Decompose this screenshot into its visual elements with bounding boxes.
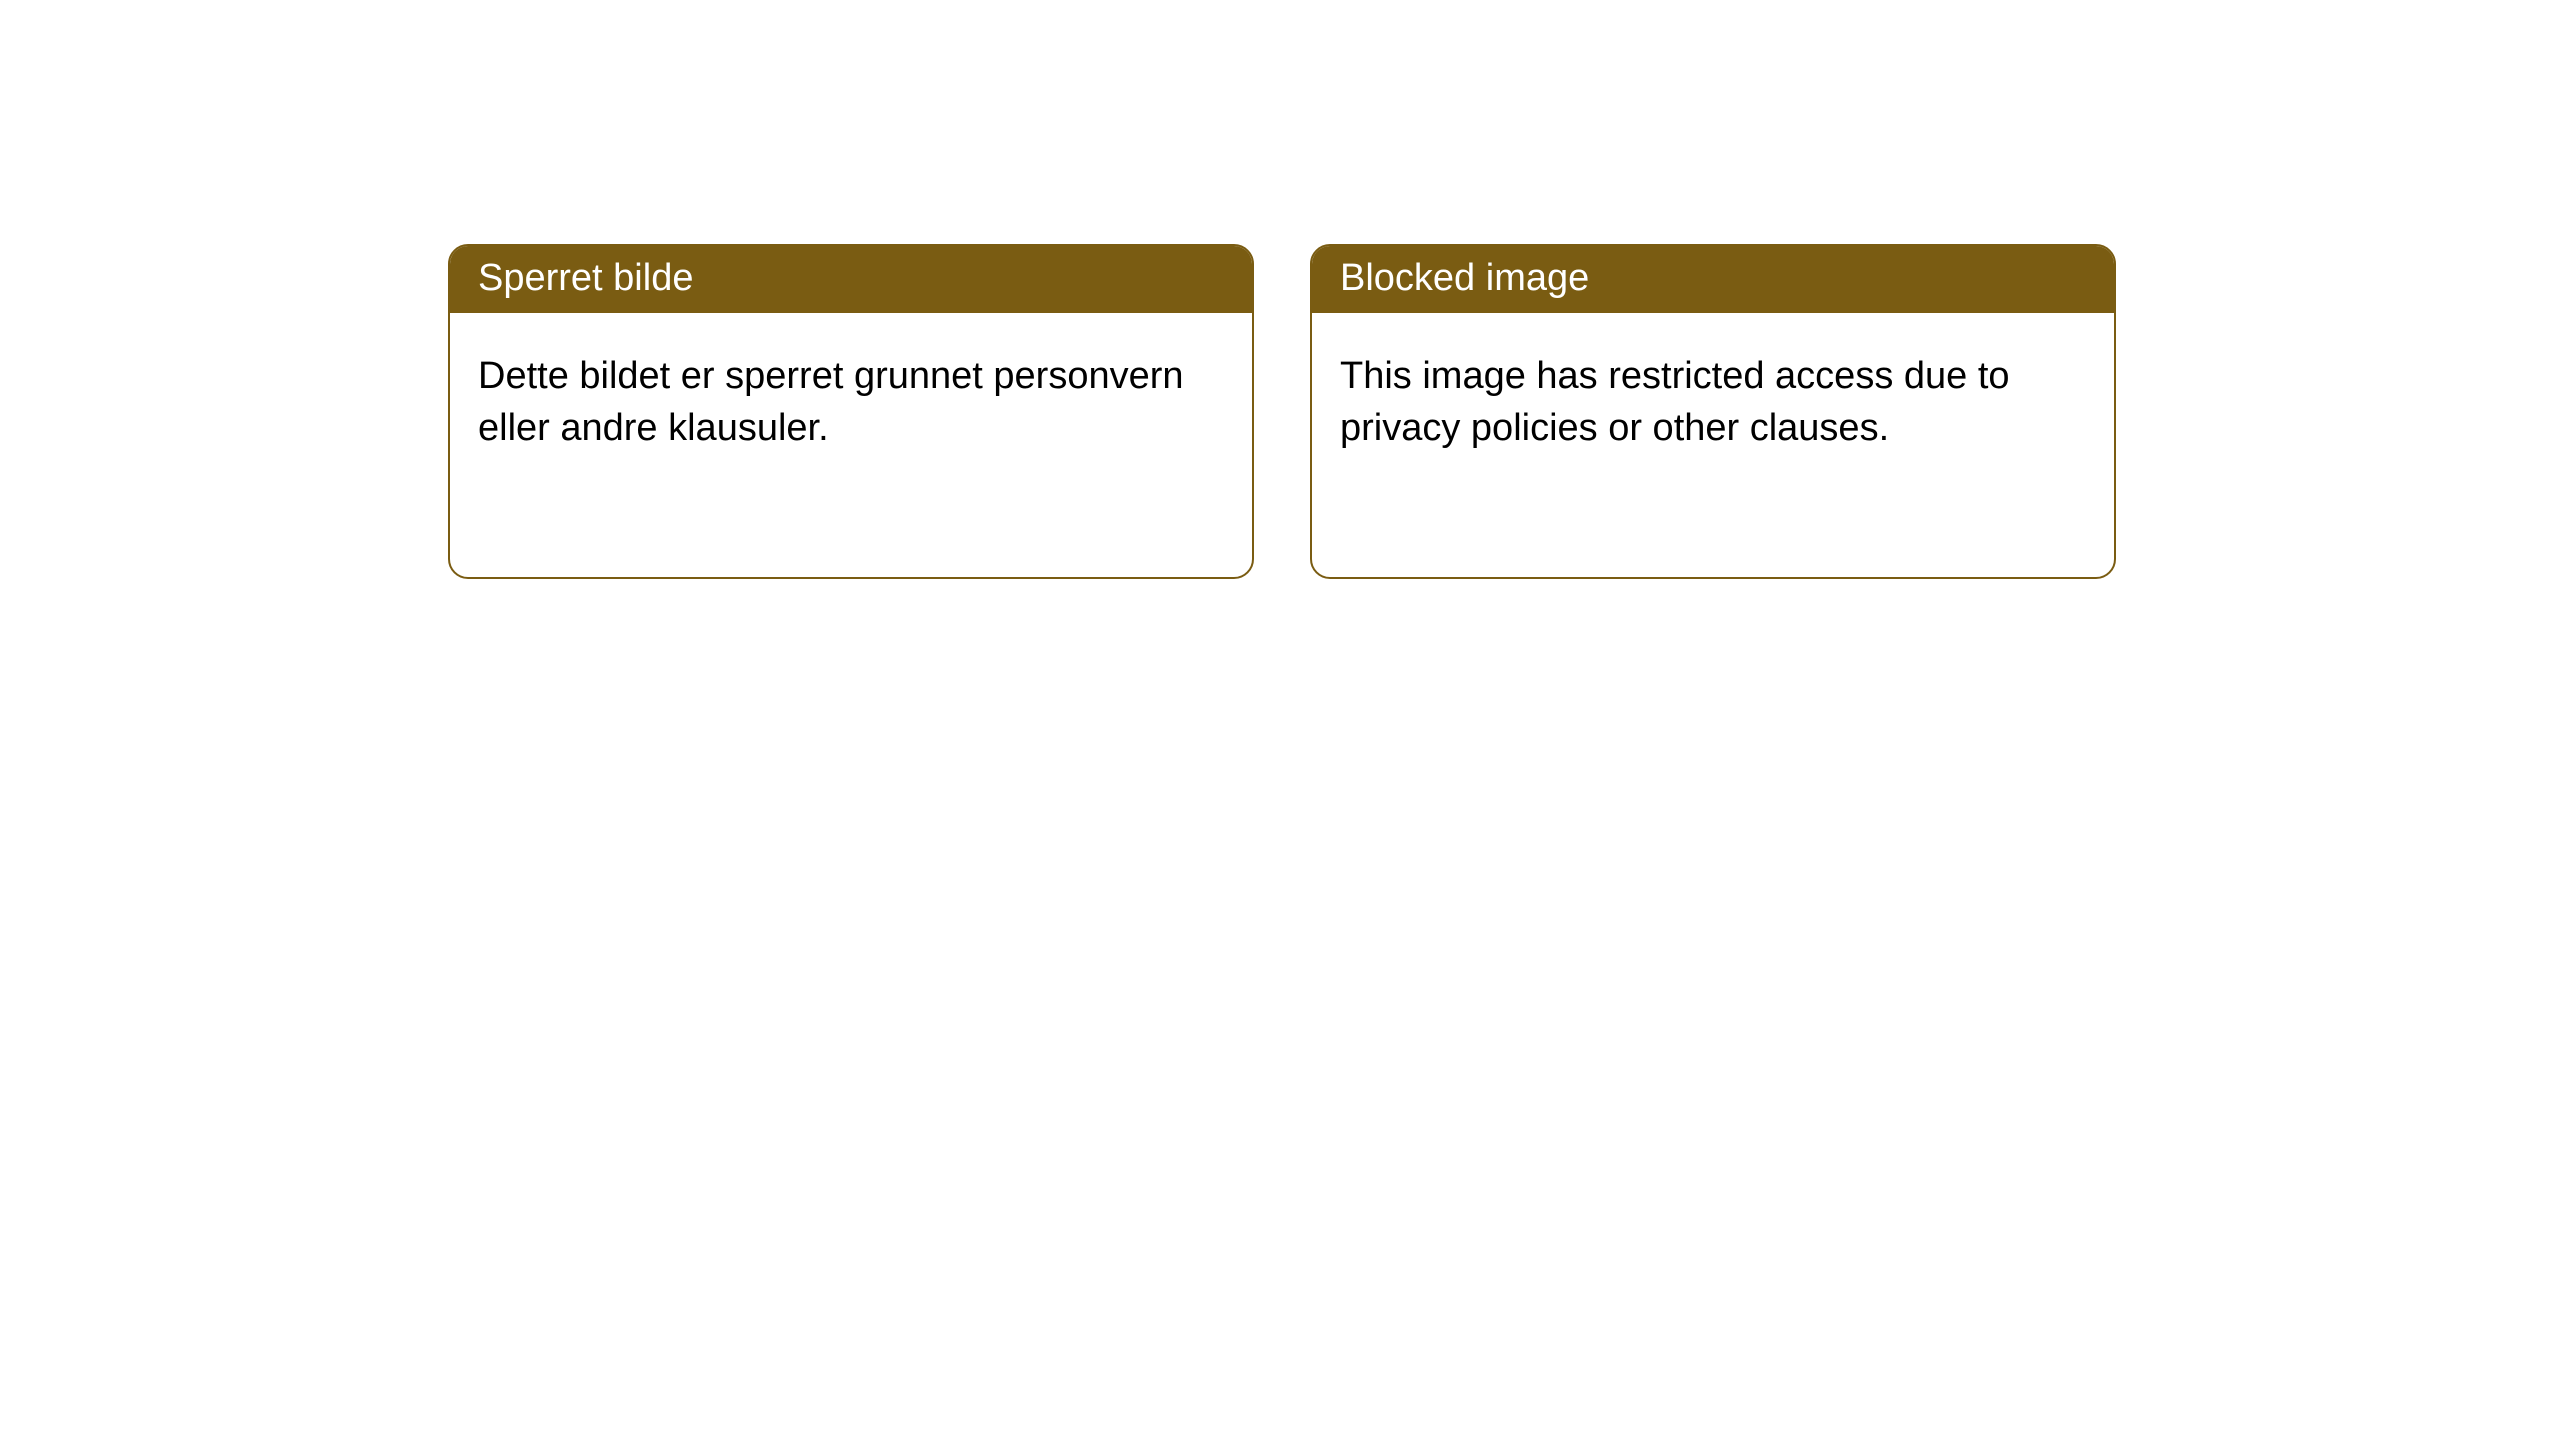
card-body-text: This image has restricted access due to … — [1340, 355, 2010, 448]
cards-container: Sperret bilde Dette bildet er sperret gr… — [0, 0, 2560, 579]
blocked-image-card-norwegian: Sperret bilde Dette bildet er sperret gr… — [448, 244, 1254, 579]
card-title: Sperret bilde — [478, 257, 693, 299]
card-body-text: Dette bildet er sperret grunnet personve… — [478, 355, 1184, 448]
card-body: Dette bildet er sperret grunnet personve… — [450, 313, 1252, 492]
card-title: Blocked image — [1340, 257, 1589, 299]
blocked-image-card-english: Blocked image This image has restricted … — [1310, 244, 2116, 579]
card-header: Blocked image — [1312, 246, 2114, 313]
card-header: Sperret bilde — [450, 246, 1252, 313]
card-body: This image has restricted access due to … — [1312, 313, 2114, 492]
